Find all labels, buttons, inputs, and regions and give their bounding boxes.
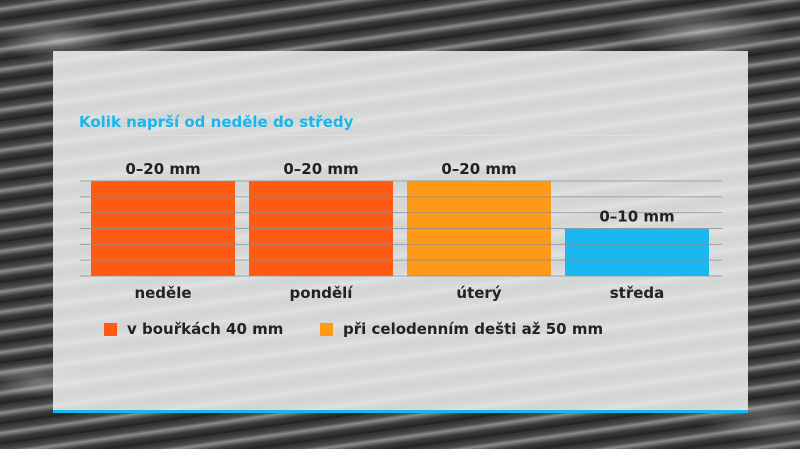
legend-label-storms: v bouřkách 40 mm	[127, 320, 284, 338]
legend-swatch-all-day-rain	[320, 322, 333, 336]
value-label-3: 0–10 mm	[599, 208, 674, 226]
category-label-1: pondělí	[290, 284, 354, 302]
category-label-0: neděle	[134, 284, 191, 302]
chart-title: Kolik naprší od neděle do středy	[79, 113, 354, 131]
title-divider	[79, 135, 719, 136]
legend-item-all-day-rain: při celodenním dešti až 50 mm	[320, 320, 603, 338]
value-label-2: 0–20 mm	[441, 160, 516, 178]
legend-label-all-day-rain: při celodenním dešti až 50 mm	[343, 320, 604, 338]
value-label-0: 0–20 mm	[125, 160, 200, 178]
value-label-1: 0–20 mm	[283, 160, 358, 178]
legend-swatch-storms	[104, 322, 117, 336]
legend-item-storms: v bouřkách 40 mm	[104, 320, 283, 338]
category-label-2: úterý	[456, 284, 501, 302]
bar-3	[565, 228, 709, 276]
category-label-3: středa	[610, 284, 665, 302]
